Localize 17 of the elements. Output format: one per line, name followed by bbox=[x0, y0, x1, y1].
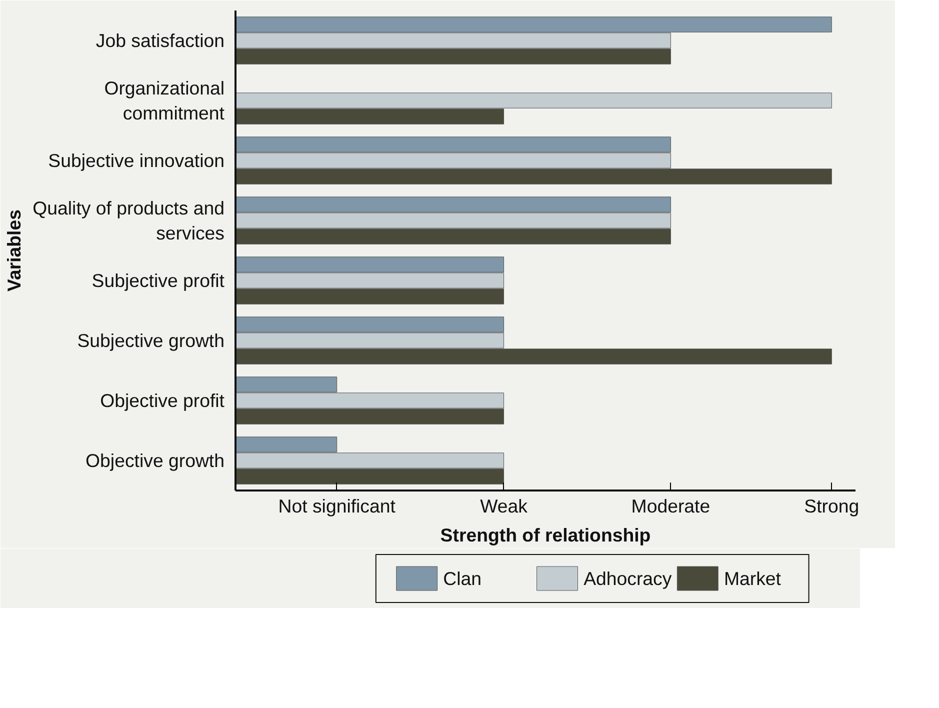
annotation: Not significant bbox=[278, 496, 396, 516]
annotation: Strong bbox=[804, 496, 860, 516]
legend-label: Market bbox=[724, 568, 782, 589]
y-tick-label: Subjective profit bbox=[92, 270, 226, 291]
y-tick-label: Job satisfaction bbox=[96, 30, 225, 51]
y-tick-label: Subjective growth bbox=[77, 330, 225, 351]
y-tick-label: Quality of products and services bbox=[32, 197, 225, 244]
y-tick-label: Objective growth bbox=[86, 450, 225, 471]
annotation: Moderate bbox=[631, 496, 710, 516]
annotation: Weak bbox=[480, 496, 528, 516]
legend-label: Adhocracy bbox=[584, 568, 672, 589]
y-axis-title: Variables bbox=[4, 210, 25, 292]
y-tick-label: Organizational commitment bbox=[104, 77, 226, 124]
y-tick-label: Objective profit bbox=[100, 390, 226, 411]
y-tick-label: Subjective innovation bbox=[48, 150, 225, 171]
legend-label: Clan bbox=[443, 568, 482, 589]
x-axis-title: Strength of relationship bbox=[440, 524, 651, 546]
